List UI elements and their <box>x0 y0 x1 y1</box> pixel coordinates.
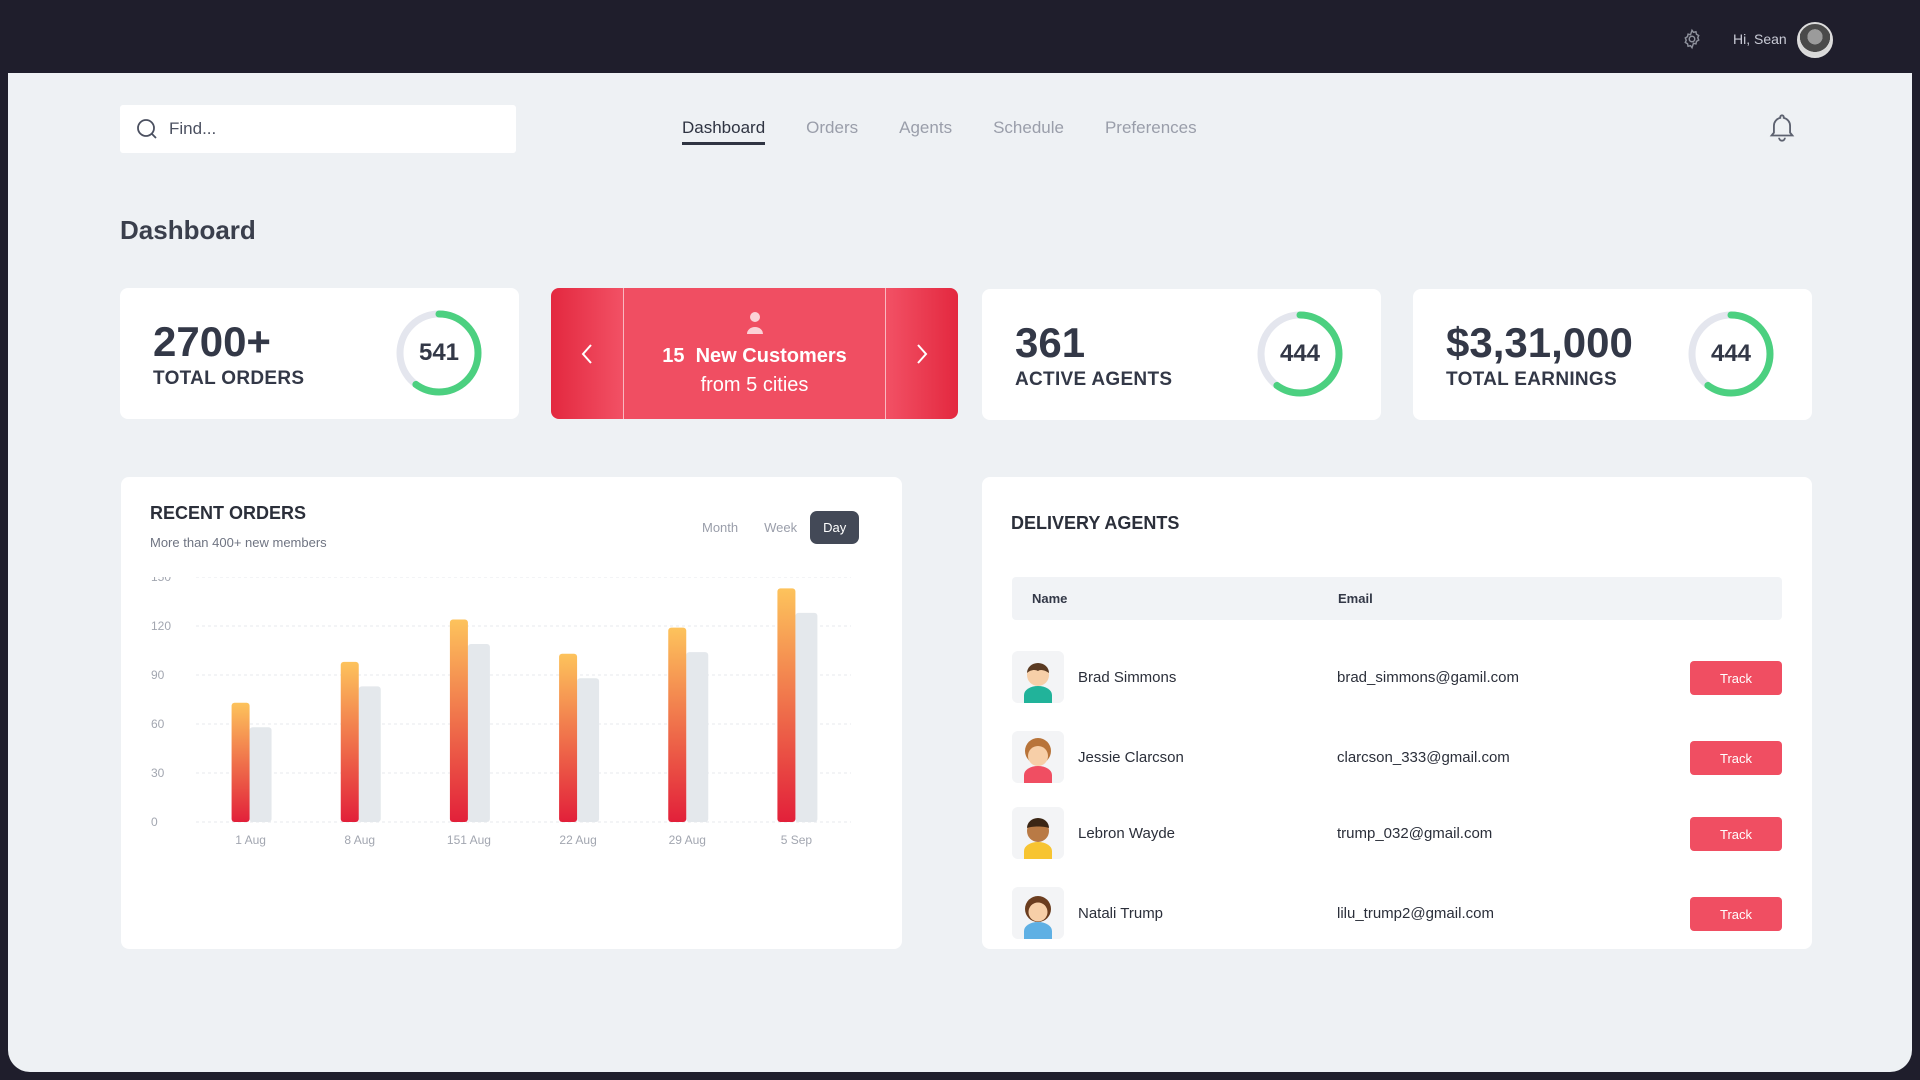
ring-value: 541 <box>418 339 460 366</box>
track-button[interactable]: Track <box>1690 817 1782 851</box>
y-tick-label: 150 <box>151 577 171 584</box>
bar-secondary <box>577 678 600 822</box>
track-button[interactable]: Track <box>1690 897 1782 931</box>
search-icon <box>137 119 157 139</box>
prev-button[interactable] <box>551 288 623 419</box>
bar-secondary <box>467 643 490 822</box>
stat-value: 2700+ <box>153 318 271 365</box>
stat-card-earnings: $3,31,000 TOTAL EARNINGS 444 <box>1413 289 1812 420</box>
track-button[interactable]: Track <box>1690 741 1782 775</box>
bar-secondary <box>358 686 381 822</box>
new-customers-banner: 15 New Customers from 5 cities <box>551 288 958 419</box>
y-tick-label: 60 <box>151 717 165 731</box>
track-button[interactable]: Track <box>1690 661 1782 695</box>
bar-primary <box>668 627 687 822</box>
agent-email: clarcson_333@gmail.com <box>1337 749 1510 766</box>
stat-label: ACTIVE AGENTS <box>1015 369 1173 390</box>
stat-value: $3,31,000 <box>1446 319 1633 366</box>
x-tick-label: 22 Aug <box>559 833 596 847</box>
x-tick-label: 8 Aug <box>344 833 375 847</box>
x-tick-label: 5 Sep <box>781 833 813 847</box>
search-box[interactable] <box>120 105 516 153</box>
recent-orders-title: RECENT ORDERS <box>150 503 307 523</box>
top-bar: Hi, Sean <box>0 0 1920 73</box>
gear-icon[interactable] <box>1681 28 1703 50</box>
nav-orders[interactable]: Orders <box>806 118 859 137</box>
table-row: Natali Trump lilu_trump2@gmail.com Track <box>1012 887 1782 939</box>
next-button[interactable] <box>886 288 958 419</box>
agent-name: Lebron Wayde <box>1078 825 1176 842</box>
stat-card-agents: 361 ACTIVE AGENTS 444 <box>982 289 1381 420</box>
boy-avatar-icon <box>1012 651 1064 703</box>
bar-primary <box>231 702 250 822</box>
period-toggle: Month Week Day <box>689 511 860 544</box>
table-row: Brad Simmons brad_simmons@gamil.com Trac… <box>1012 651 1782 703</box>
user-icon <box>746 311 763 334</box>
bell-icon[interactable] <box>1768 113 1796 143</box>
stat-card-orders: 2700+ TOTAL ORDERS 541 <box>120 288 519 419</box>
promo-count: 15 <box>662 344 685 367</box>
stat-value: 361 <box>1015 319 1086 366</box>
delivery-agents-title: DELIVERY AGENTS <box>1011 513 1180 533</box>
ring-value: 444 <box>1710 340 1752 367</box>
stat-label: TOTAL EARNINGS <box>1446 369 1617 390</box>
column-name: Name <box>1032 591 1068 606</box>
progress-ring <box>1257 311 1343 397</box>
main-screen: Dashboard Orders Agents Schedule Prefere… <box>8 73 1912 1072</box>
bar-secondary <box>249 727 272 822</box>
promo-headline: 15 New Customers <box>662 345 847 368</box>
bar-primary <box>777 588 796 822</box>
y-tick-label: 120 <box>151 619 171 633</box>
nav-preferences[interactable]: Preferences <box>1104 118 1197 137</box>
progress-ring <box>396 310 482 396</box>
page-title: Dashboard <box>120 215 256 245</box>
y-tick-label: 90 <box>151 668 165 682</box>
promo-content: 15 New Customers from 5 cities <box>623 288 886 419</box>
delivery-agents-panel: DELIVERY AGENTS Name Email Brad Simmons … <box>982 477 1812 949</box>
agent-email: trump_032@gmail.com <box>1337 825 1493 842</box>
agent-email: lilu_trump2@gmail.com <box>1337 905 1494 922</box>
y-tick-label: 30 <box>151 766 165 780</box>
progress-ring <box>1688 311 1774 397</box>
toggle-week[interactable]: Week <box>764 520 798 535</box>
promo-subtitle: from 5 cities <box>700 373 809 396</box>
bar-secondary <box>795 612 818 822</box>
search-input[interactable] <box>169 119 499 139</box>
nav-dashboard[interactable]: Dashboard <box>682 118 766 145</box>
toggle-day[interactable]: Day <box>810 511 860 544</box>
agent-name: Jessie Clarcson <box>1078 749 1184 766</box>
nav-schedule[interactable]: Schedule <box>993 118 1064 137</box>
chevron-right-icon <box>917 343 928 364</box>
girl-avatar-icon <box>1012 731 1064 783</box>
toggle-month[interactable]: Month <box>702 520 739 535</box>
agent-name: Brad Simmons <box>1078 669 1177 686</box>
agents-table-header: Name Email <box>1012 577 1782 620</box>
x-tick-label: 29 Aug <box>669 833 706 847</box>
user-avatar[interactable] <box>1797 22 1833 58</box>
woman-avatar-icon <box>1012 887 1064 939</box>
nav-agents[interactable]: Agents <box>899 118 953 137</box>
recent-orders-subtitle: More than 400+ new members <box>150 535 327 550</box>
ring-value: 444 <box>1279 340 1321 367</box>
main-nav: Dashboard Orders Agents Schedule Prefere… <box>682 118 1197 145</box>
table-row: Jessie Clarcson clarcson_333@gmail.com T… <box>1012 731 1782 783</box>
recent-orders-panel: RECENT ORDERS More than 400+ new members… <box>121 477 902 949</box>
orders-bar-chart: 0 30 60 90 120 150 1 Aug 8 Aug 151 Aug 22 Aug 29 A… <box>151 577 851 847</box>
table-row: Lebron Wayde trump_032@gmail.com Track <box>1012 807 1782 859</box>
chevron-left-icon <box>581 343 592 364</box>
bar-secondary <box>686 652 709 822</box>
promo-title: New Customers <box>695 344 847 367</box>
man-avatar-icon <box>1012 807 1064 859</box>
bar-primary <box>449 619 468 822</box>
column-email: Email <box>1338 591 1373 606</box>
agent-email: brad_simmons@gamil.com <box>1337 669 1519 686</box>
stat-label: TOTAL ORDERS <box>153 368 305 389</box>
bar-primary <box>559 653 578 822</box>
agent-name: Natali Trump <box>1078 905 1164 922</box>
bar-primary <box>340 661 359 822</box>
x-tick-label: 1 Aug <box>235 833 266 847</box>
x-tick-label: 151 Aug <box>447 833 491 847</box>
y-tick-label: 0 <box>151 815 158 829</box>
user-greeting: Hi, Sean <box>1733 31 1787 47</box>
